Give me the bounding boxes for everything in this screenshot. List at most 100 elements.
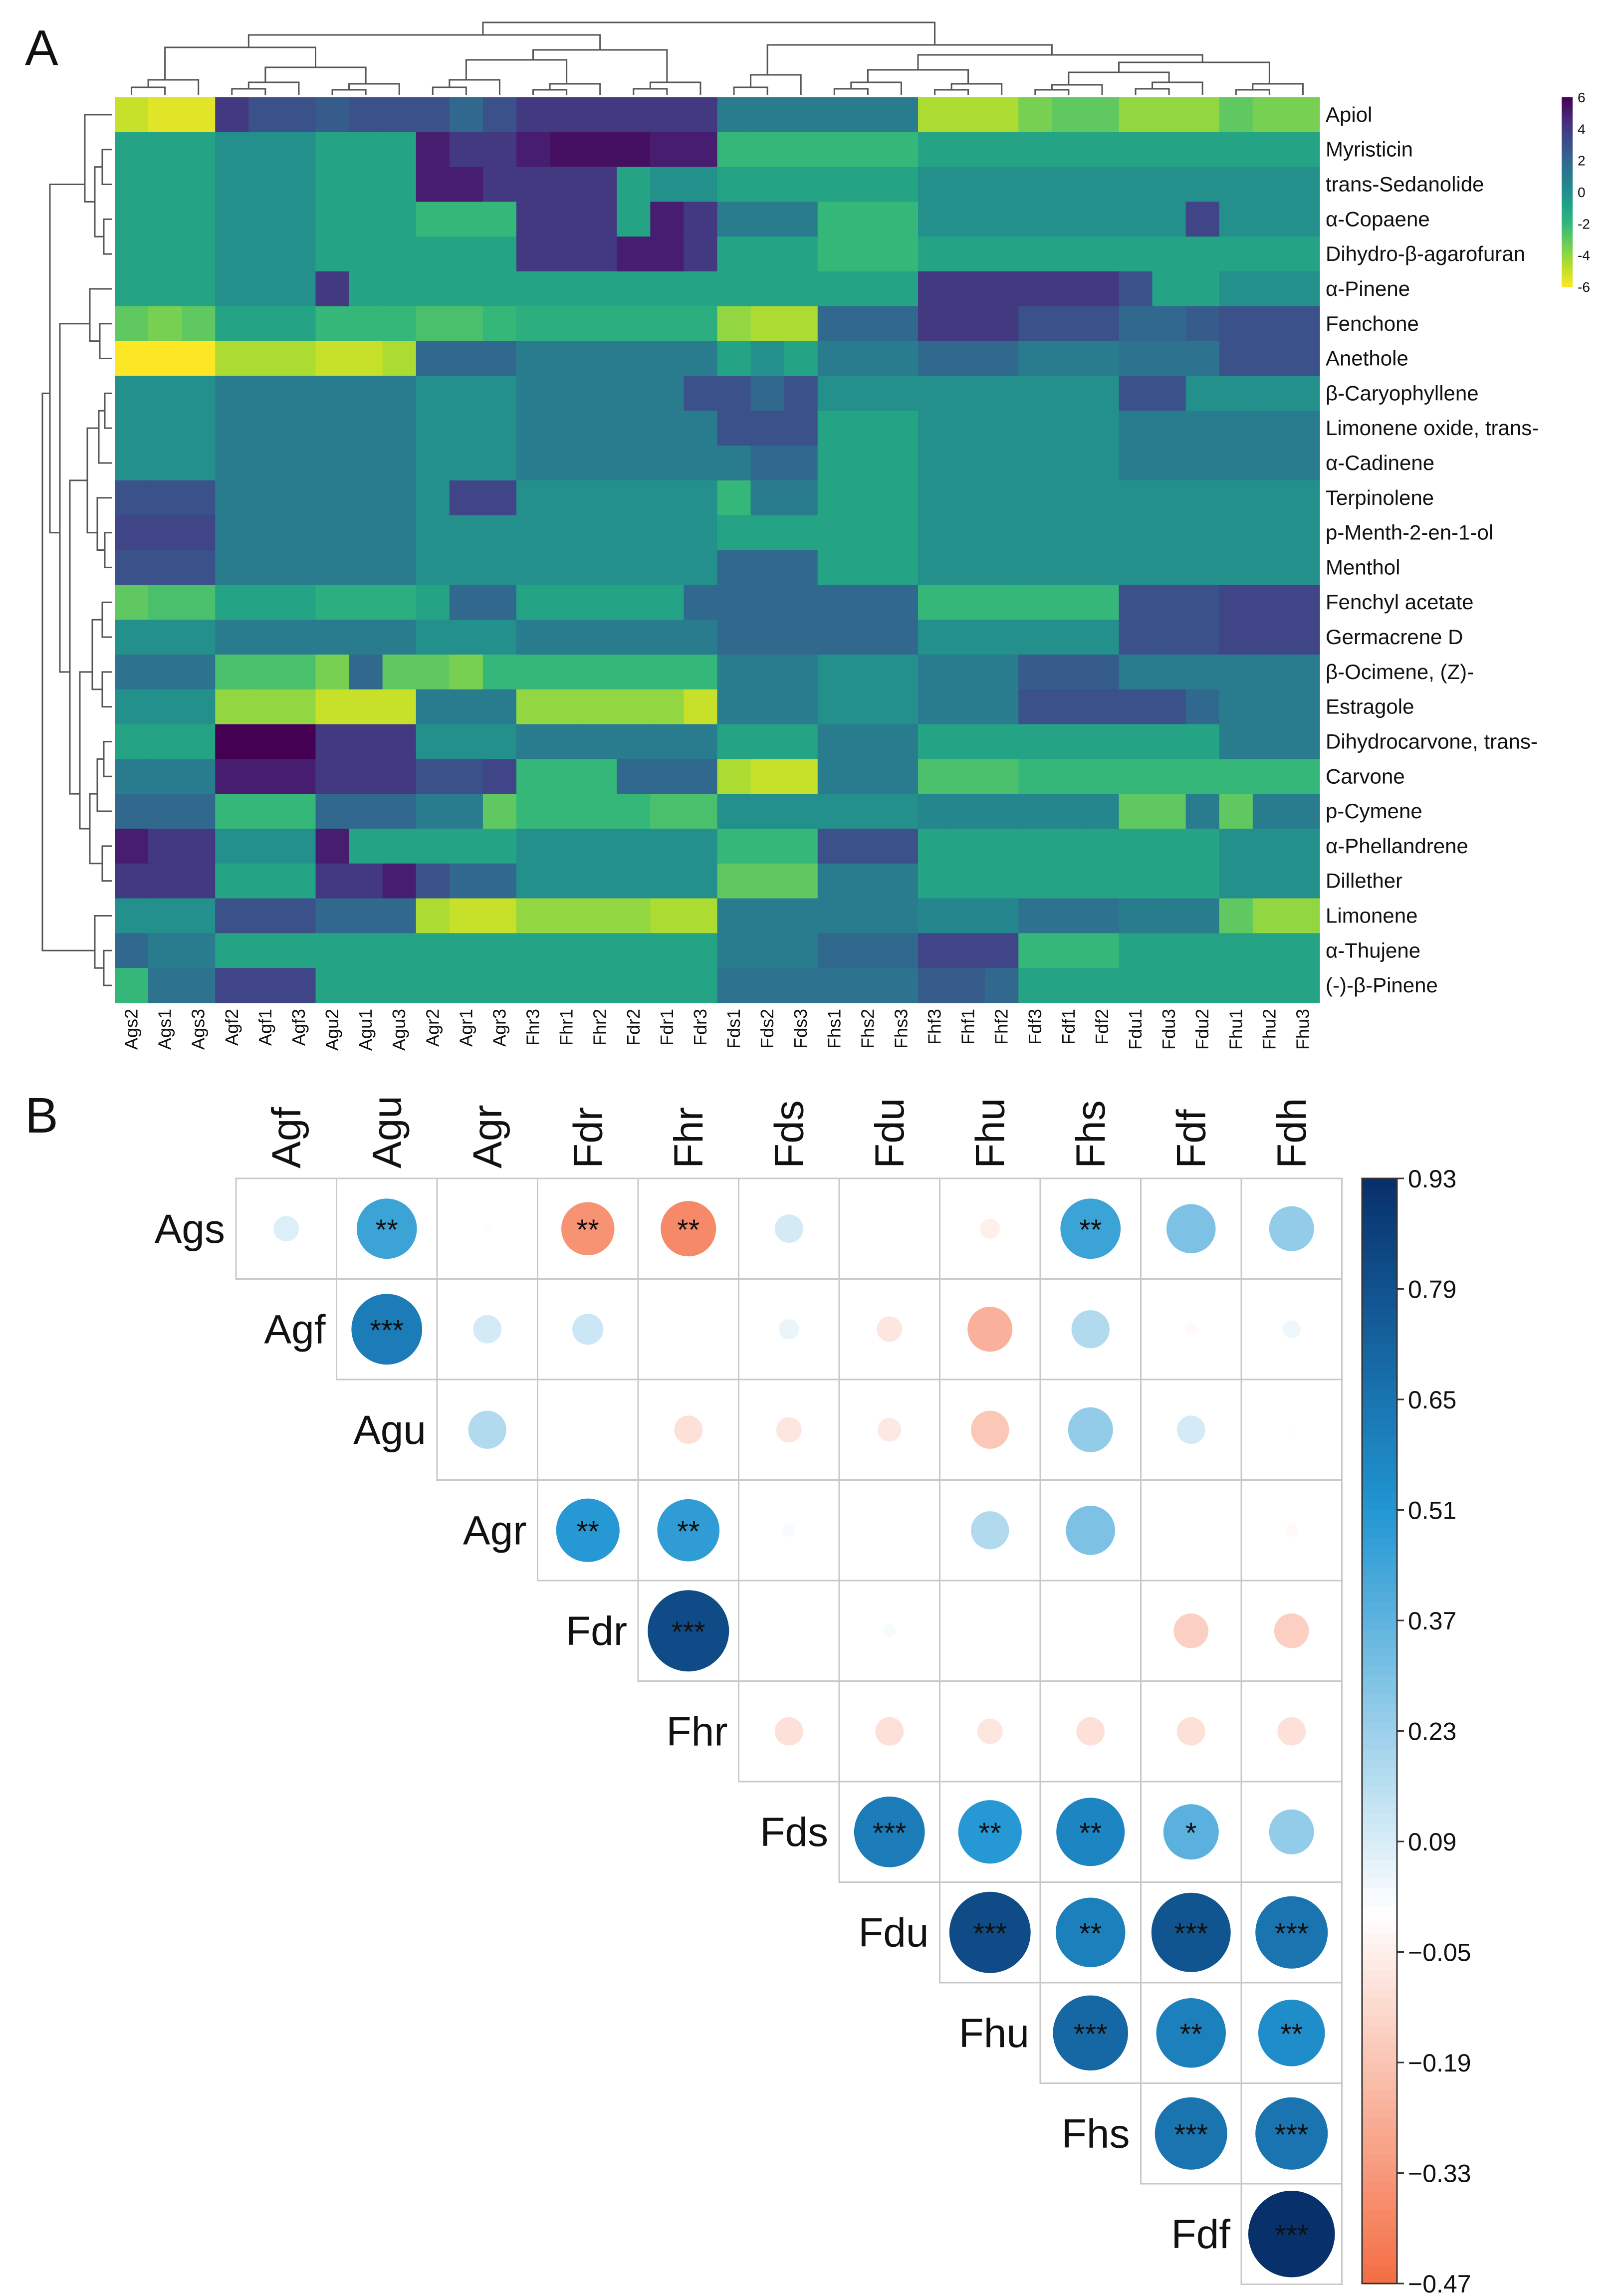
- heatmap-cell: [349, 550, 383, 585]
- correlogram-colorbar-step: [1362, 1417, 1397, 1428]
- heatmap-cell: [1219, 828, 1253, 864]
- correlogram-colorbar-step: [1362, 1611, 1397, 1621]
- heatmap-cell: [382, 376, 417, 411]
- heatmap-cell: [1018, 306, 1052, 342]
- heatmap-col-label: Fhf2: [991, 1009, 1012, 1045]
- heatmap-cell: [717, 271, 751, 307]
- heatmap-cell: [918, 898, 952, 933]
- heatmap-colorbar-step: [1562, 280, 1573, 284]
- heatmap-row-label: Apiol: [1326, 103, 1372, 126]
- heatmap-cell: [215, 306, 249, 342]
- heatmap-cell: [951, 341, 985, 377]
- heatmap-cell: [851, 306, 885, 342]
- heatmap-cell: [684, 620, 718, 655]
- heatmap-col-label: Fdf2: [1092, 1009, 1112, 1045]
- heatmap-cell: [951, 828, 985, 864]
- heatmap-cell: [482, 236, 517, 272]
- heatmap-cell: [315, 480, 350, 516]
- correlogram-colorbar-step: [1362, 1694, 1397, 1704]
- heatmap-cell: [382, 446, 417, 481]
- correlogram-circle: [989, 1629, 991, 1632]
- heatmap-cell: [918, 271, 952, 307]
- heatmap-cell: [416, 933, 450, 968]
- heatmap-cell: [248, 376, 283, 411]
- heatmap-cell: [784, 480, 818, 516]
- heatmap-cell: [951, 132, 985, 168]
- heatmap-cell: [550, 515, 584, 551]
- correlogram-col-label: Agf: [264, 1107, 309, 1168]
- heatmap-cell: [918, 620, 952, 655]
- correlogram-cell: [1240, 2183, 1343, 2285]
- correlogram-colorbar-step: [1362, 1196, 1397, 1207]
- correlogram-circle: [273, 1216, 299, 1242]
- heatmap-cell: [684, 585, 718, 620]
- heatmap-cell: [617, 898, 651, 933]
- heatmap-cell: [650, 480, 685, 516]
- heatmap-cell: [985, 863, 1019, 899]
- heatmap-cell: [550, 585, 584, 620]
- heatmap-cell: [583, 828, 617, 864]
- heatmap-cell: [650, 620, 685, 655]
- correlogram-colorbar-step: [1362, 1896, 1397, 1907]
- heatmap-cell: [449, 132, 483, 168]
- heatmap-colorbar-step: [1562, 151, 1573, 155]
- heatmap-cell: [115, 202, 149, 237]
- correlogram-colorbar-step: [1362, 1952, 1397, 1962]
- heatmap-cell: [282, 933, 316, 968]
- row-dendrogram: [41, 114, 112, 986]
- heatmap-cell: [416, 689, 450, 725]
- heatmap-cell: [182, 411, 216, 446]
- column-dendrogram-link: [1051, 84, 1103, 95]
- correlogram-circle: [1282, 1320, 1301, 1339]
- correlogram-significance: **: [376, 1214, 398, 1246]
- correlogram-col-label: Fdh: [1269, 1098, 1315, 1168]
- heatmap-cell: [315, 411, 350, 446]
- heatmap-cell: [315, 759, 350, 794]
- heatmap-cell: [1119, 515, 1153, 551]
- heatmap-cell: [1119, 585, 1153, 620]
- heatmap-cell: [449, 933, 483, 968]
- correlogram-colorbar-tick: 0.09: [1408, 1828, 1456, 1856]
- heatmap-cell: [1085, 828, 1120, 864]
- correlogram-col-label: Fdr: [565, 1107, 611, 1168]
- heatmap-cell: [684, 341, 718, 377]
- correlogram-row-label: Fds: [760, 1810, 828, 1855]
- heatmap-col-label: Fdr1: [657, 1009, 677, 1046]
- heatmap-cell: [282, 411, 316, 446]
- correlogram-colorbar-step: [1362, 1823, 1397, 1833]
- heatmap-cell: [784, 828, 818, 864]
- heatmap-cell: [1152, 863, 1186, 899]
- heatmap-cell: [550, 411, 584, 446]
- heatmap-cell: [784, 968, 818, 1003]
- heatmap-cell: [115, 411, 149, 446]
- row-dendrogram-link: [41, 392, 95, 951]
- heatmap-cell: [617, 654, 651, 690]
- heatmap-cell: [550, 236, 584, 272]
- heatmap-cell: [583, 202, 617, 237]
- heatmap-cell: [416, 794, 450, 829]
- heatmap-row-label: Carvone: [1326, 764, 1405, 788]
- correlogram-colorbar-step: [1362, 1703, 1397, 1713]
- heatmap-cell: [148, 271, 182, 307]
- correlogram-colorbar-tick: −0.33: [1408, 2160, 1471, 2188]
- heatmap-row-label: (-)-β-Pinene: [1326, 973, 1438, 997]
- heatmap-cell: [148, 236, 182, 272]
- column-dendrogram-link: [1252, 83, 1304, 95]
- heatmap-cell: [951, 306, 985, 342]
- column-dendrogram-link: [766, 44, 1053, 75]
- row-dendrogram-link: [79, 671, 92, 830]
- heatmap-cell: [148, 933, 182, 968]
- heatmap-cell: [516, 968, 550, 1003]
- heatmap-cell: [1052, 759, 1086, 794]
- heatmap-cell: [750, 654, 785, 690]
- heatmap-cell: [550, 376, 584, 411]
- column-dendrogram-link: [733, 86, 768, 95]
- heatmap-cell: [550, 898, 584, 933]
- heatmap-cell: [851, 376, 885, 411]
- heatmap-cell: [1219, 724, 1253, 759]
- heatmap-cell: [1152, 271, 1186, 307]
- heatmap-cell: [1085, 480, 1120, 516]
- heatmap-colorbar-step: [1562, 132, 1573, 136]
- correlogram-colorbar-step: [1362, 1372, 1397, 1381]
- heatmap-cell: [884, 97, 919, 133]
